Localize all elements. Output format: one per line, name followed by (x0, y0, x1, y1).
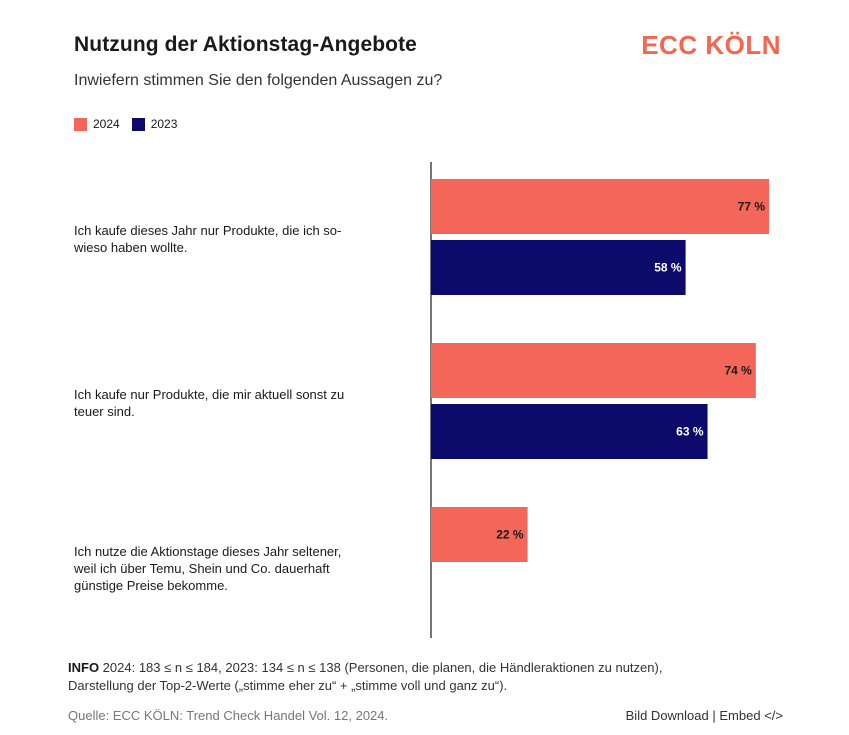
footer-actions: Bild Download | Embed </> (626, 708, 783, 723)
source-note: Quelle: ECC KÖLN: Trend Check Handel Vol… (68, 708, 389, 723)
category-label-3: Ich nutze die Aktionstage dieses Jahr se… (74, 543, 404, 594)
category-label-3-line-1: Ich nutze die Aktionstage dieses Jahr se… (74, 544, 342, 559)
chart-subtitle: Inwiefern stimmen Sie den folgenden Auss… (74, 72, 443, 89)
action-separator: | (712, 708, 716, 723)
info-label: INFO (68, 660, 100, 675)
bar-chart: 77 % 74 % 22 % 58 % 63 % (430, 162, 769, 638)
data-label-2024-cat-2: 74 % (724, 364, 752, 378)
embed-link[interactable]: Embed </> (719, 708, 783, 723)
image-download-link[interactable]: Bild Download (625, 708, 709, 723)
legend-item-2024: 2024 (74, 117, 120, 131)
bar-2023-cat-1 (431, 240, 686, 295)
data-label-2024-cat-3: 22 % (496, 528, 524, 542)
bar-2023-cat-2 (431, 404, 708, 459)
bar-2024-cat-1 (431, 179, 769, 234)
legend-label-2023: 2023 (150, 117, 178, 131)
bar-2024-cat-3 (431, 507, 528, 562)
data-label-2023-cat-1: 58 % (654, 261, 682, 275)
data-label-2024-cat-1: 77 % (738, 200, 766, 214)
info-note: INFO 2024: 183 ≤ n ≤ 184, 2023: 134 ≤ n … (68, 659, 798, 695)
category-label-1-line-1: Ich kaufe dieses Jahr nur Produkte, die … (74, 223, 342, 238)
legend-item-2023: 2023 (131, 117, 178, 131)
info-line-1: 2024: 183 ≤ n ≤ 184, 2023: 134 ≤ n ≤ 138… (99, 660, 663, 675)
legend-swatch-2023 (131, 117, 145, 131)
category-label-3-line-2: weil ich über Temu, Shein und Co. dauerh… (74, 561, 330, 576)
legend-label-2024: 2024 (93, 117, 120, 131)
category-label-2-line-2: teuer sind. (74, 404, 135, 419)
info-line-2: Darstellung der Top-2-Werte („stimme ehe… (68, 678, 508, 693)
category-label-1: Ich kaufe dieses Jahr nur Produkte, die … (74, 222, 404, 256)
ecc-koeln-logo: ECC KÖLN (641, 30, 781, 60)
category-label-2: Ich kaufe nur Produkte, die mir aktuell … (74, 386, 404, 420)
category-label-1-line-2: wieso haben wollte. (74, 240, 188, 255)
data-label-2023-cat-2: 63 % (676, 425, 704, 439)
category-label-2-line-1: Ich kaufe nur Produkte, die mir aktuell … (74, 387, 345, 402)
legend-swatch-2024 (74, 117, 87, 131)
legend: 2024 2023 (74, 117, 177, 131)
chart-title: Nutzung der Aktionstag-Angebote (74, 33, 417, 56)
category-label-3-line-3: günstige Preise bekomme. (74, 578, 228, 593)
bar-2024-cat-2 (431, 343, 756, 398)
